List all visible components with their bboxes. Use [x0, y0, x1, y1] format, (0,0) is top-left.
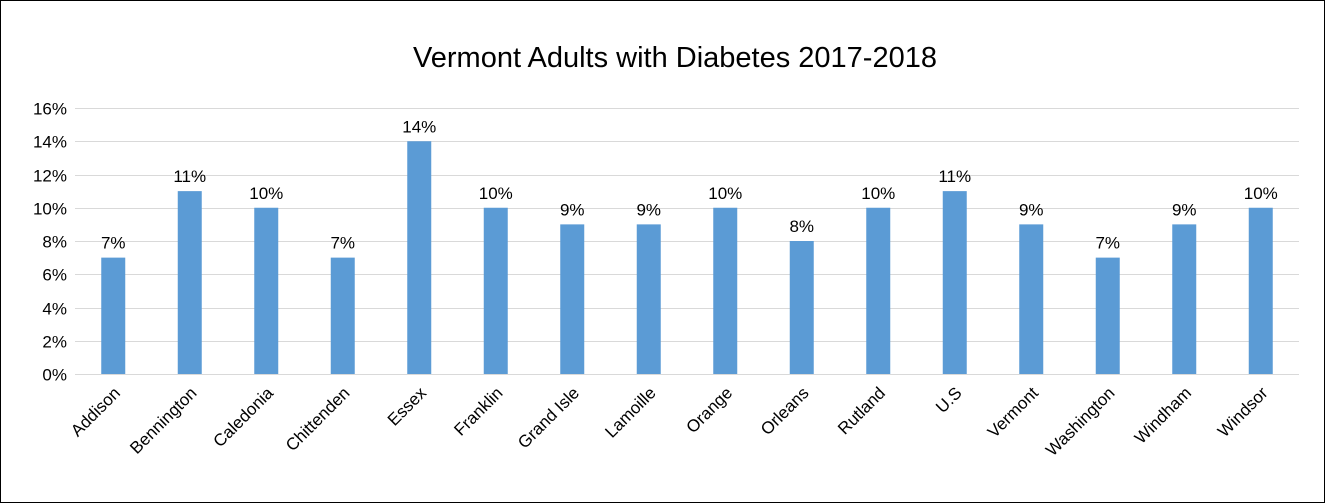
y-tick-label: 16%: [33, 100, 67, 119]
data-label: 9%: [560, 200, 585, 219]
data-label: 7%: [330, 234, 355, 253]
data-label: 8%: [789, 217, 814, 236]
y-tick-label: 2%: [42, 333, 67, 352]
y-tick-label: 6%: [42, 266, 67, 285]
data-label: 7%: [101, 234, 126, 253]
bar: [1172, 224, 1197, 374]
bar: [1248, 207, 1273, 374]
data-labels: 7% 11% 10% 7% 14% 10% 9% 9% 10% 8% 10% 11% 9% 7% 9% 10%: [101, 117, 1278, 252]
x-tick-label: Chittenden: [282, 383, 354, 455]
bar: [407, 141, 432, 374]
data-label: 9%: [636, 200, 661, 219]
x-tick-label: Windham: [1131, 383, 1195, 447]
y-tick-label: 14%: [33, 133, 67, 152]
x-tick-label: Vermont: [984, 383, 1042, 441]
data-label: 10%: [861, 184, 895, 203]
y-tick-label: 12%: [33, 167, 67, 186]
bar: [942, 191, 967, 374]
chart-title: Vermont Adults with Diabetes 2017-2018: [413, 42, 937, 74]
bars: [101, 141, 1273, 374]
bar: [330, 257, 355, 374]
y-tick-label: 8%: [42, 233, 67, 252]
x-tick-label: Orange: [683, 383, 737, 437]
data-label: 14%: [402, 117, 436, 136]
data-label: 10%: [1244, 184, 1278, 203]
gridlines: [75, 108, 1299, 375]
bar: [560, 224, 585, 374]
data-label: 10%: [708, 184, 742, 203]
x-tick-label: Grand Isle: [514, 383, 583, 452]
x-tick-label: Rutland: [834, 383, 889, 438]
x-tick-label: Franklin: [450, 383, 506, 439]
x-axis-category-labels: Addison Bennington Caledonia Chittenden Esse…: [67, 383, 1272, 460]
bar: [254, 207, 279, 374]
bar: [789, 241, 814, 374]
data-label: 11%: [173, 167, 206, 186]
x-tick-label: Windsor: [1214, 383, 1272, 441]
x-tick-label: Bennington: [126, 383, 200, 457]
bar: [713, 207, 738, 374]
x-tick-label: Washington: [1042, 383, 1118, 459]
data-label: 10%: [479, 184, 513, 203]
x-tick-label: Lamoille: [601, 383, 659, 441]
y-tick-label: 0%: [42, 366, 67, 385]
data-label: 9%: [1172, 200, 1197, 219]
bar: [101, 257, 126, 374]
x-tick-label: Caledonia: [210, 383, 278, 451]
bar: [636, 224, 661, 374]
x-tick-label: Essex: [384, 383, 431, 430]
data-label: 11%: [938, 167, 971, 186]
bar: [1019, 224, 1044, 374]
x-tick-label: Orleans: [757, 383, 813, 439]
y-tick-label: 10%: [33, 200, 67, 219]
y-axis-tick-labels: 0% 2% 4% 6% 8% 10% 12% 14% 16%: [33, 100, 67, 385]
x-tick-label: Addison: [67, 383, 124, 440]
bar: [1095, 257, 1120, 374]
data-label: 10%: [249, 184, 283, 203]
x-tick-label: U.S: [932, 383, 965, 416]
data-label: 9%: [1019, 200, 1044, 219]
y-tick-label: 4%: [42, 300, 67, 319]
data-label: 7%: [1095, 234, 1120, 253]
bar: [483, 207, 508, 374]
bar: [177, 191, 202, 374]
bar: [866, 207, 891, 374]
